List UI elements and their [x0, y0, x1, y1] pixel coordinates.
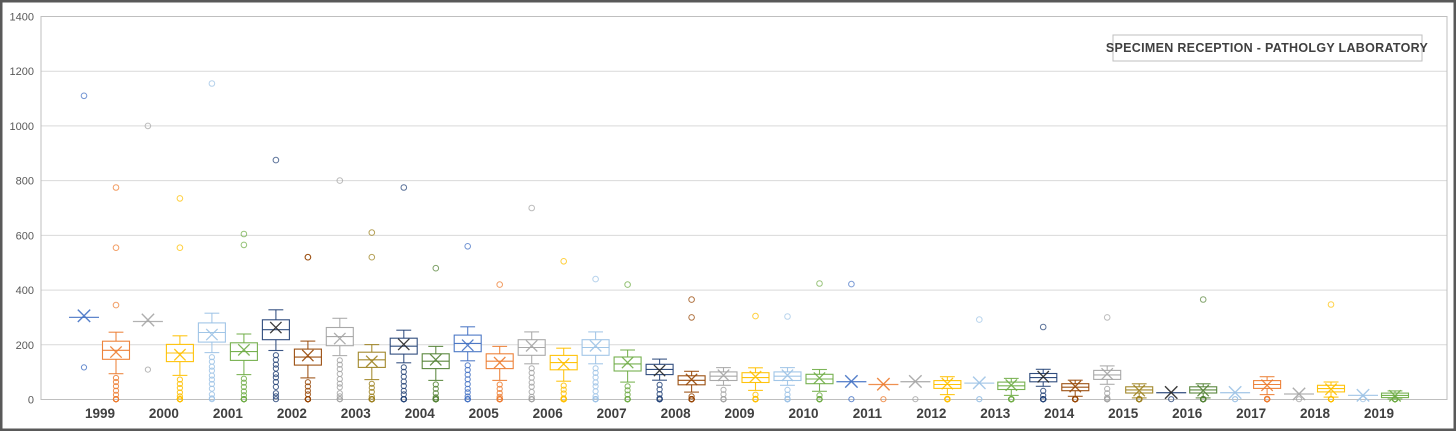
svg-text:2019: 2019: [1364, 406, 1394, 421]
svg-text:2015: 2015: [1108, 406, 1139, 421]
svg-text:2014: 2014: [1044, 406, 1075, 421]
svg-text:2008: 2008: [661, 406, 692, 421]
svg-text:2011: 2011: [853, 406, 883, 421]
svg-text:2016: 2016: [1172, 406, 1203, 421]
svg-text:2002: 2002: [277, 406, 307, 421]
svg-text:2009: 2009: [724, 406, 754, 421]
svg-text:2017: 2017: [1236, 406, 1266, 421]
svg-text:2004: 2004: [405, 406, 436, 421]
svg-text:1200: 1200: [10, 66, 34, 78]
svg-text:200: 200: [16, 340, 34, 352]
svg-text:1400: 1400: [10, 12, 34, 24]
svg-text:1000: 1000: [10, 121, 34, 133]
svg-text:2005: 2005: [469, 406, 500, 421]
svg-text:2012: 2012: [916, 406, 946, 421]
svg-text:2010: 2010: [788, 406, 818, 421]
svg-text:2001: 2001: [213, 406, 244, 421]
svg-text:800: 800: [16, 176, 34, 188]
svg-text:2003: 2003: [341, 406, 372, 421]
svg-text:2013: 2013: [980, 406, 1011, 421]
svg-text:2007: 2007: [597, 406, 627, 421]
svg-text:2006: 2006: [533, 406, 564, 421]
svg-text:400: 400: [16, 285, 34, 297]
svg-text:600: 600: [16, 230, 34, 242]
svg-text:SPECIMEN RECEPTION - PATHOLGY: SPECIMEN RECEPTION - PATHOLGY LABORATORY: [1106, 41, 1429, 55]
svg-text:0: 0: [28, 395, 34, 407]
svg-text:2000: 2000: [149, 406, 179, 421]
svg-text:1999: 1999: [85, 406, 115, 421]
svg-text:2018: 2018: [1300, 406, 1331, 421]
